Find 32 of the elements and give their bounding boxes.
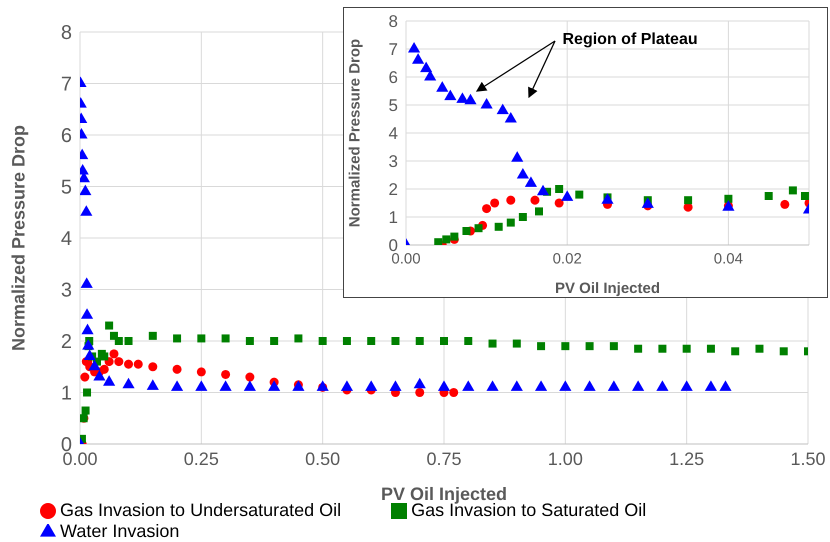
legend-label: Water Invasion [60, 521, 180, 541]
y-tick-label: 1 [60, 382, 72, 405]
y-tick-label: 6 [388, 68, 398, 88]
y-tick-label: 7 [60, 74, 72, 96]
legend-label: Gas Invasion to Undersaturated Oil [60, 500, 342, 520]
x-tick-label: 0.75 [426, 448, 462, 469]
x-tick-label: 1.50 [790, 448, 826, 469]
annotation: Region of Plateau [562, 31, 698, 49]
y-tick-label: 6 [60, 125, 72, 148]
y-tick-label: 4 [388, 124, 398, 144]
y-tick-label: 8 [388, 12, 398, 32]
x-tick-label: 0.50 [305, 448, 340, 469]
x-axis-title: PV Oil Injected [380, 484, 508, 504]
y-tick-label: 3 [60, 280, 72, 302]
x-tick-label: 1.25 [669, 448, 704, 469]
y-tick-label: 5 [388, 96, 398, 116]
x-axis-title: PV Oil Injected [554, 280, 660, 297]
x-tick-label: 1.00 [548, 448, 583, 469]
x-tick-label: 0.25 [184, 448, 219, 469]
y-tick-label: 2 [60, 331, 72, 354]
y-tick-label: 8 [60, 22, 72, 44]
y-tick-label: 1 [388, 208, 398, 228]
x-tick-label: 0.00 [391, 250, 421, 268]
y-tick-label: 4 [60, 228, 72, 250]
x-tick-label: 0.04 [714, 250, 743, 268]
y-axis-title: Normalized Pressure Drop [8, 124, 28, 352]
x-tick-label: 0.02 [552, 250, 582, 268]
y-tick-label: 3 [388, 152, 398, 172]
y-tick-label: 5 [60, 176, 72, 199]
y-axis-title: Normalized Pressure Drop [346, 38, 364, 228]
y-tick-label: 2 [388, 180, 398, 200]
y-tick-label: 7 [388, 40, 398, 60]
